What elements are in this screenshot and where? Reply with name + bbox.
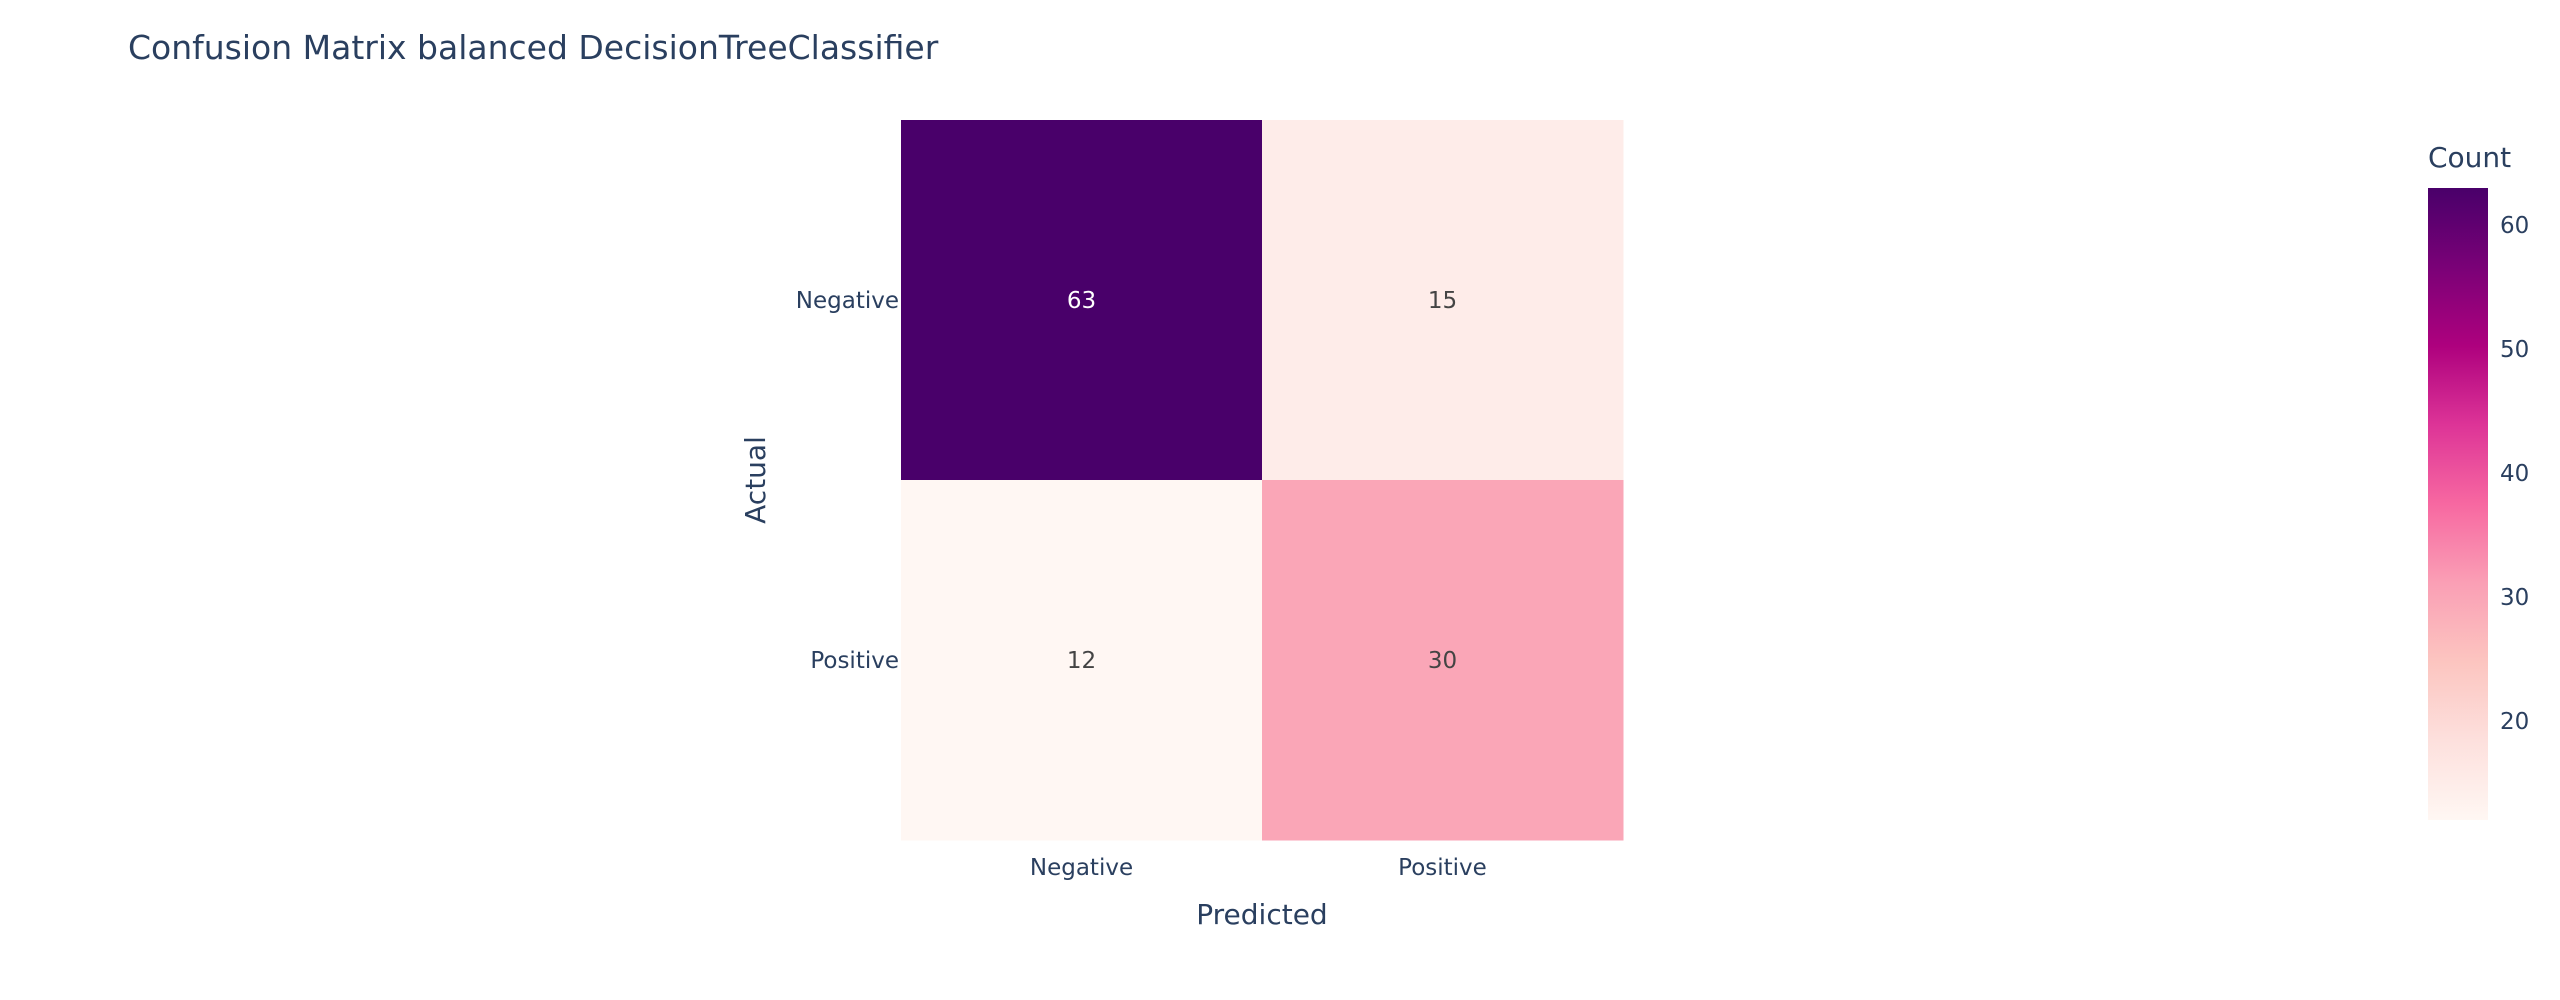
cell-value-label: 63 xyxy=(1067,288,1096,314)
heatmap-cell xyxy=(901,120,1263,481)
colorbar-tick-label: 40 xyxy=(2500,461,2529,487)
x-axis-title: Predicted xyxy=(1196,898,1327,931)
y-tick-label: Negative xyxy=(796,288,899,314)
cell-value-label: 15 xyxy=(1428,288,1457,314)
cell-value-label: 12 xyxy=(1067,648,1096,674)
x-tick-label: Positive xyxy=(1398,855,1487,881)
chart-title: Confusion Matrix balanced DecisionTreeCl… xyxy=(128,28,939,67)
heatmap-cell xyxy=(1262,120,1624,481)
colorbar-tick-label: 30 xyxy=(2500,585,2529,611)
y-axis-ticks: Negative Positive xyxy=(796,288,899,674)
heatmap-cells: 63 15 12 30 xyxy=(901,120,1624,841)
colorbar-tick-label: 20 xyxy=(2500,709,2529,735)
x-axis-ticks: Negative Positive xyxy=(1030,855,1487,881)
cell-value-label: 30 xyxy=(1428,648,1457,674)
heatmap-cell xyxy=(1262,480,1624,841)
y-axis-title: Actual xyxy=(739,436,772,524)
colorbar xyxy=(2428,188,2488,820)
heatmap-cell xyxy=(901,480,1263,841)
colorbar-tick-label: 50 xyxy=(2500,337,2529,363)
x-tick-label: Negative xyxy=(1030,855,1133,881)
colorbar-title: Count xyxy=(2428,141,2511,174)
colorbar-ticks: 20 30 40 50 60 xyxy=(2500,213,2529,735)
y-tick-label: Positive xyxy=(810,648,899,674)
colorbar-tick-label: 60 xyxy=(2500,213,2529,239)
